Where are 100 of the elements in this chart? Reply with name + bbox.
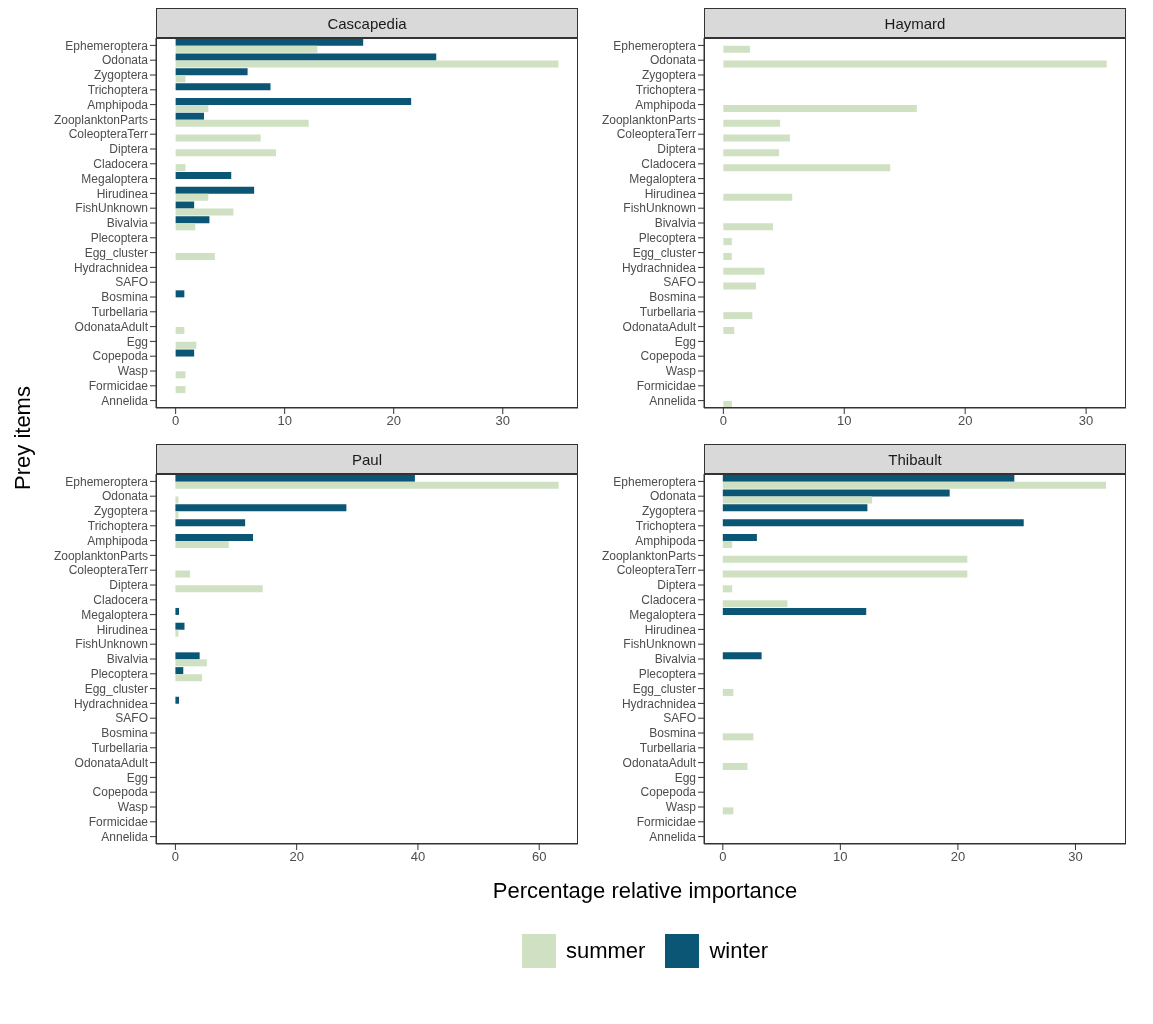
- y-tick-label: Egg_cluster: [84, 245, 148, 260]
- y-tick-label: Egg: [126, 334, 148, 349]
- y-tick-label: Cladocera: [93, 593, 149, 608]
- bar: [175, 38, 364, 46]
- x-tick-label: 10: [833, 849, 848, 865]
- bar: [175, 349, 195, 357]
- bar: [175, 68, 248, 76]
- y-tick-label: Copepoda: [92, 349, 149, 364]
- bar: [175, 540, 229, 548]
- x-tick-label: 40: [410, 849, 426, 865]
- y-tick-label: FishUnknown: [75, 637, 148, 652]
- bar: [175, 83, 271, 91]
- bar: [722, 533, 757, 541]
- y-tick-label: Copepoda: [92, 785, 149, 800]
- y-tick-label: FishUnknown: [623, 201, 696, 216]
- y-tick-label: Copepoda: [640, 349, 697, 364]
- y-tick-label: Amphipoda: [87, 533, 149, 548]
- y-tick-label: Hirudinea: [96, 186, 149, 201]
- y-tick-label: Zygoptera: [93, 504, 149, 519]
- bar: [175, 134, 261, 142]
- bar: [723, 252, 732, 260]
- bar: [175, 252, 215, 260]
- y-tick-label: ColeopteraTerr: [616, 563, 696, 578]
- bar: [723, 119, 781, 127]
- y-tick-label: ColeopteraTerr: [68, 563, 148, 578]
- bar: [723, 134, 790, 142]
- y-tick-label: Plecoptera: [90, 231, 149, 246]
- y-tick-label: SAFO: [115, 275, 148, 290]
- y-tick-label: Egg_cluster: [632, 245, 696, 260]
- bar: [722, 733, 754, 741]
- bar: [175, 511, 179, 519]
- bar: [175, 326, 185, 334]
- bar: [175, 341, 197, 349]
- bar: [723, 60, 1107, 68]
- legend-label: winter: [709, 938, 769, 964]
- y-tick-label: Amphipoda: [635, 533, 697, 548]
- y-tick-label: Megaloptera: [81, 171, 149, 186]
- y-tick-label: Odonata: [649, 489, 697, 504]
- y-tick-label: Bivalvia: [106, 216, 149, 231]
- bar: [175, 53, 437, 61]
- y-tick-label: SAFO: [115, 711, 148, 726]
- bar: [175, 504, 347, 512]
- y-tick-label: Plecoptera: [638, 667, 697, 682]
- bar: [175, 659, 207, 667]
- y-tick-label: Annelida: [649, 393, 697, 408]
- bar: [723, 223, 773, 231]
- y-tick-label: Megaloptera: [629, 171, 697, 186]
- x-tick-label: 60: [531, 849, 547, 865]
- y-tick-label: Trichoptera: [635, 519, 697, 534]
- bar: [175, 386, 186, 394]
- y-tick-label: Hydrachnidea: [621, 260, 697, 275]
- y-tick-label: Cladocera: [641, 157, 697, 172]
- y-tick-label: Bivalvia: [654, 216, 697, 231]
- bar: [175, 585, 263, 593]
- bar: [175, 223, 196, 231]
- y-tick-label: Diptera: [109, 578, 149, 593]
- y-tick-label: Hirudinea: [644, 622, 697, 637]
- y-tick-label: Turbellaria: [91, 305, 149, 320]
- bar: [175, 119, 309, 127]
- bar: [722, 607, 867, 615]
- x-tick-label: 0: [719, 413, 727, 429]
- bar: [175, 652, 200, 660]
- bar: [722, 474, 1015, 482]
- bar: [175, 674, 203, 682]
- bar: [175, 149, 276, 157]
- y-tick-label: OdonataAdult: [74, 755, 149, 770]
- y-tick-label: Amphipoda: [635, 97, 697, 112]
- bar: [722, 762, 748, 770]
- x-tick-label: 30: [495, 413, 510, 429]
- x-tick-label: 0: [172, 413, 180, 429]
- bar: [175, 629, 179, 637]
- bar: [175, 622, 185, 630]
- legend-label: summer: [565, 938, 646, 964]
- bar: [723, 282, 756, 290]
- y-tick-label: ZooplanktonParts: [53, 112, 148, 127]
- y-tick-label: Cladocera: [93, 157, 149, 172]
- bar: [175, 216, 210, 224]
- y-tick-label: Odonata: [649, 53, 697, 68]
- x-tick-label: 30: [1078, 413, 1094, 429]
- bar: [175, 290, 185, 298]
- y-tick-label: Wasp: [117, 800, 149, 815]
- bar: [723, 164, 891, 172]
- bar: [175, 481, 559, 489]
- bar: [722, 496, 873, 504]
- y-tick-label: Turbellaria: [639, 741, 697, 756]
- bar: [722, 519, 1024, 527]
- y-tick-label: Diptera: [657, 578, 697, 593]
- y-tick-label: Annelida: [649, 829, 697, 844]
- y-tick-label: Formicidae: [636, 379, 697, 394]
- y-tick-label: Bivalvia: [654, 652, 697, 667]
- y-tick-label: Bosmina: [101, 290, 149, 305]
- x-tick-label: 0: [719, 849, 727, 865]
- y-tick-label: Zygoptera: [641, 504, 697, 519]
- y-tick-label: Megaloptera: [629, 607, 697, 622]
- bar: [723, 149, 779, 157]
- y-tick-label: Zygoptera: [641, 68, 697, 83]
- y-tick-label: Formicidae: [88, 379, 149, 394]
- y-tick-label: Amphipoda: [87, 97, 149, 112]
- y-tick-label: Diptera: [109, 142, 149, 157]
- y-tick-label: Wasp: [117, 364, 149, 379]
